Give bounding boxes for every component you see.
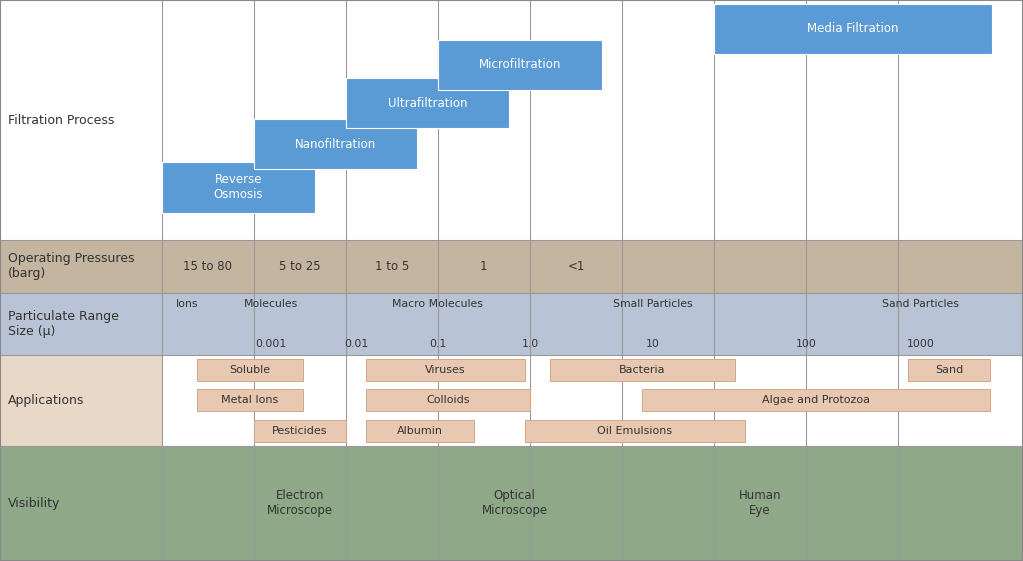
Text: 100: 100 bbox=[796, 339, 816, 349]
Bar bbox=[525, 420, 745, 442]
Text: 5 to 25: 5 to 25 bbox=[279, 260, 320, 273]
Text: 1000: 1000 bbox=[906, 339, 935, 349]
Bar bbox=[0, 240, 1023, 293]
Text: Sand Particles: Sand Particles bbox=[882, 298, 960, 309]
Text: Metal Ions: Metal Ions bbox=[222, 396, 278, 405]
Text: Particulate Range
Size (μ): Particulate Range Size (μ) bbox=[8, 310, 119, 338]
Text: 1.0: 1.0 bbox=[522, 339, 538, 349]
Text: Applications: Applications bbox=[8, 394, 85, 407]
Bar bbox=[162, 162, 315, 213]
Text: Sand: Sand bbox=[935, 365, 964, 375]
Bar bbox=[642, 389, 990, 411]
Text: 10: 10 bbox=[646, 339, 660, 349]
Bar bbox=[366, 359, 525, 381]
Bar bbox=[197, 389, 303, 411]
Text: Operating Pressures
(barg): Operating Pressures (barg) bbox=[8, 252, 135, 280]
Text: Colloids: Colloids bbox=[427, 396, 470, 405]
Text: 1 to 5: 1 to 5 bbox=[374, 260, 409, 273]
Bar bbox=[550, 359, 735, 381]
Bar bbox=[0, 355, 1023, 446]
Text: Ultrafiltration: Ultrafiltration bbox=[388, 96, 468, 110]
Text: Bacteria: Bacteria bbox=[619, 365, 666, 375]
Bar bbox=[438, 40, 602, 90]
Bar bbox=[366, 420, 474, 442]
Text: Small Particles: Small Particles bbox=[613, 298, 693, 309]
Text: Microfiltration: Microfiltration bbox=[479, 58, 561, 71]
Bar bbox=[0, 355, 162, 446]
Text: Soluble: Soluble bbox=[229, 365, 271, 375]
Bar bbox=[197, 359, 303, 381]
Text: Human
Eye: Human Eye bbox=[739, 490, 782, 517]
Text: Ions: Ions bbox=[176, 298, 198, 309]
Text: Visibility: Visibility bbox=[8, 497, 60, 510]
Text: Algae and Protozoa: Algae and Protozoa bbox=[762, 396, 871, 405]
Bar bbox=[714, 3, 992, 54]
Text: Molecules: Molecules bbox=[243, 298, 299, 309]
Text: 15 to 80: 15 to 80 bbox=[183, 260, 232, 273]
Text: 0.01: 0.01 bbox=[344, 339, 368, 349]
Text: <1: <1 bbox=[568, 260, 584, 273]
Text: Macro Molecules: Macro Molecules bbox=[393, 298, 483, 309]
Text: 1: 1 bbox=[480, 260, 488, 273]
Bar bbox=[346, 78, 509, 128]
Text: Media Filtration: Media Filtration bbox=[807, 22, 899, 35]
Text: 0.1: 0.1 bbox=[430, 339, 446, 349]
Bar bbox=[366, 389, 530, 411]
Text: Optical
Microscope: Optical Microscope bbox=[482, 490, 547, 517]
Text: Electron
Microscope: Electron Microscope bbox=[267, 490, 332, 517]
Bar bbox=[0, 446, 1023, 561]
Bar bbox=[908, 359, 990, 381]
Bar bbox=[254, 420, 346, 442]
Bar bbox=[0, 293, 1023, 355]
Text: Albumin: Albumin bbox=[397, 426, 443, 436]
Text: Oil Emulsions: Oil Emulsions bbox=[597, 426, 672, 436]
Bar bbox=[254, 119, 417, 169]
Bar bbox=[0, 0, 1023, 240]
Text: Pesticides: Pesticides bbox=[272, 426, 327, 436]
Text: 0.001: 0.001 bbox=[256, 339, 286, 349]
Text: Filtration Process: Filtration Process bbox=[8, 113, 115, 127]
Text: Nanofiltration: Nanofiltration bbox=[295, 137, 376, 150]
Text: Viruses: Viruses bbox=[426, 365, 465, 375]
Text: Reverse
Osmosis: Reverse Osmosis bbox=[214, 173, 263, 201]
